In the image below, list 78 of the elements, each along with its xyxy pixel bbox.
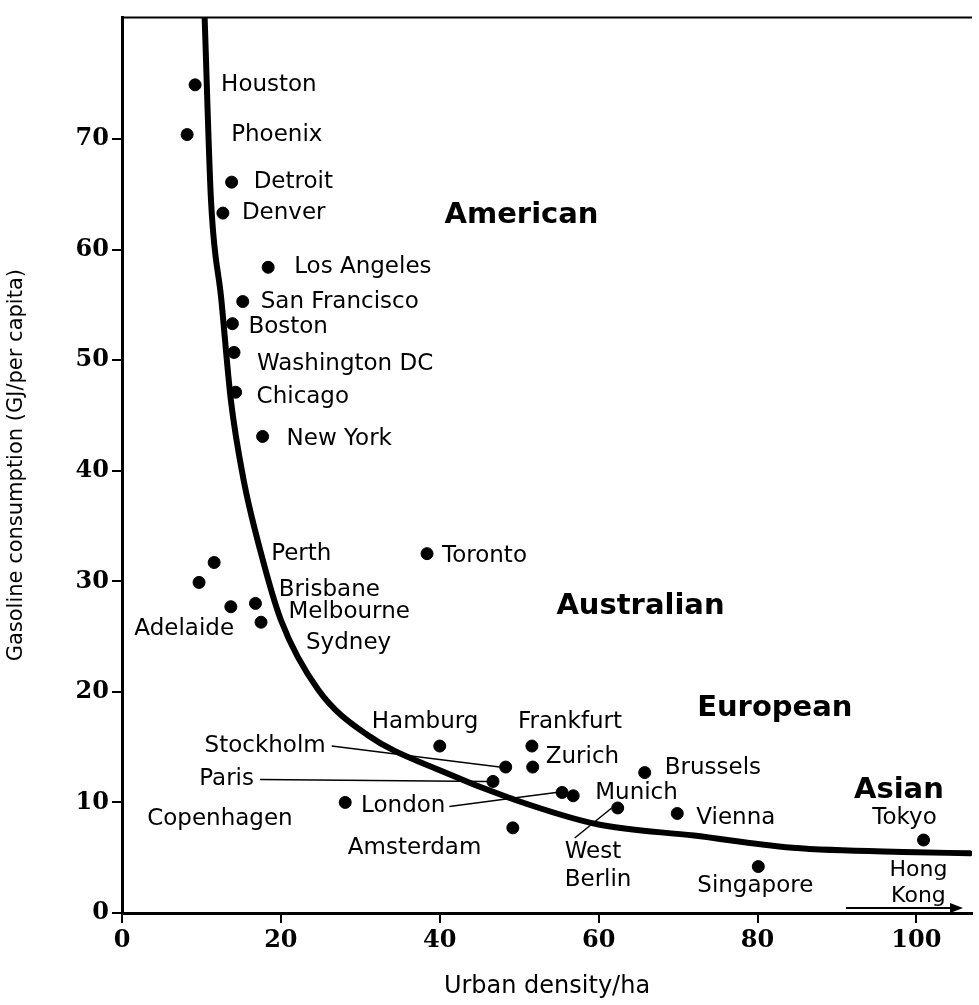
point (256, 429, 270, 443)
annotation: Detroit (253, 167, 333, 194)
point (180, 128, 194, 142)
point (751, 860, 765, 874)
annotation: Sydney (306, 628, 392, 655)
annotation: Toronto (441, 540, 527, 567)
y-tick-label: 70 (75, 122, 109, 152)
x-tick-label: 0 (113, 923, 131, 953)
point (506, 821, 520, 835)
annotation: Chicago (256, 382, 350, 409)
x-tick-label: 80 (740, 923, 775, 953)
point (254, 615, 268, 629)
y-axis-title: Gasoline consumption (GJ/per capita) (3, 269, 28, 662)
annotation: Zurich (545, 742, 620, 769)
annotation: Copenhagen (147, 804, 293, 831)
annotation: Tokyo (871, 802, 937, 829)
annotation: Frankfurt (517, 707, 623, 734)
annotation: West Berlin (564, 836, 632, 891)
annotation: Washington DC (257, 349, 434, 376)
annotation: Phoenix (231, 119, 323, 146)
point (638, 766, 652, 780)
annotation: Munich (595, 777, 678, 804)
y-tick-label: 20 (75, 675, 109, 705)
annotation: Boston (248, 311, 328, 338)
point (917, 833, 931, 847)
point (670, 806, 684, 820)
y-tick-label: 10 (75, 785, 109, 815)
point (236, 295, 250, 309)
annotation: London (361, 791, 446, 818)
point (525, 739, 539, 753)
annotation: Hong Kong (889, 855, 948, 907)
point (566, 789, 580, 803)
annotation: Stockholm (204, 731, 326, 758)
annotation: Adelaide (134, 614, 235, 641)
annotation: New York (286, 424, 393, 451)
point (420, 547, 434, 561)
point (227, 345, 241, 359)
y-tick-label: 50 (75, 343, 109, 373)
point (224, 600, 238, 614)
annotation: Singapore (697, 870, 814, 897)
point (611, 801, 625, 815)
point (338, 795, 352, 809)
annotation: Brussels (664, 752, 762, 779)
point (261, 260, 275, 274)
y-tick-label: 60 (75, 232, 109, 262)
y-tick-label: 0 (92, 896, 109, 926)
annotation: Hamburg (371, 707, 479, 734)
annotation: Amsterdam (347, 832, 482, 859)
point (188, 78, 202, 92)
point (486, 774, 500, 788)
annotation: European (697, 689, 853, 724)
annotation: Los Angeles (294, 252, 432, 279)
x-tick-label: 60 (581, 923, 616, 953)
point (433, 739, 447, 753)
x-axis-title: Urban density/ha (443, 970, 651, 999)
x-tick-label: 100 (891, 923, 942, 953)
annotation: Vienna (696, 803, 776, 830)
annotation: American (444, 195, 599, 230)
annotation: San Francisco (260, 286, 419, 313)
y-tick-label: 40 (75, 453, 109, 483)
x-tick-label: 40 (423, 923, 457, 953)
point (555, 785, 569, 799)
point (526, 760, 540, 774)
point (216, 206, 230, 220)
point (499, 760, 513, 774)
point (192, 575, 206, 589)
point (248, 596, 262, 610)
annotation: Asian (853, 770, 944, 805)
annotation: Houston (221, 69, 317, 96)
annotation: Perth (271, 539, 332, 566)
annotation: Paris (199, 764, 254, 791)
annotation: Australian (556, 587, 725, 622)
point (207, 556, 221, 569)
point (225, 317, 239, 331)
point (225, 175, 239, 189)
x-tick-label: 20 (264, 923, 298, 953)
y-tick-label: 30 (75, 564, 109, 594)
annotation: Denver (241, 198, 327, 225)
